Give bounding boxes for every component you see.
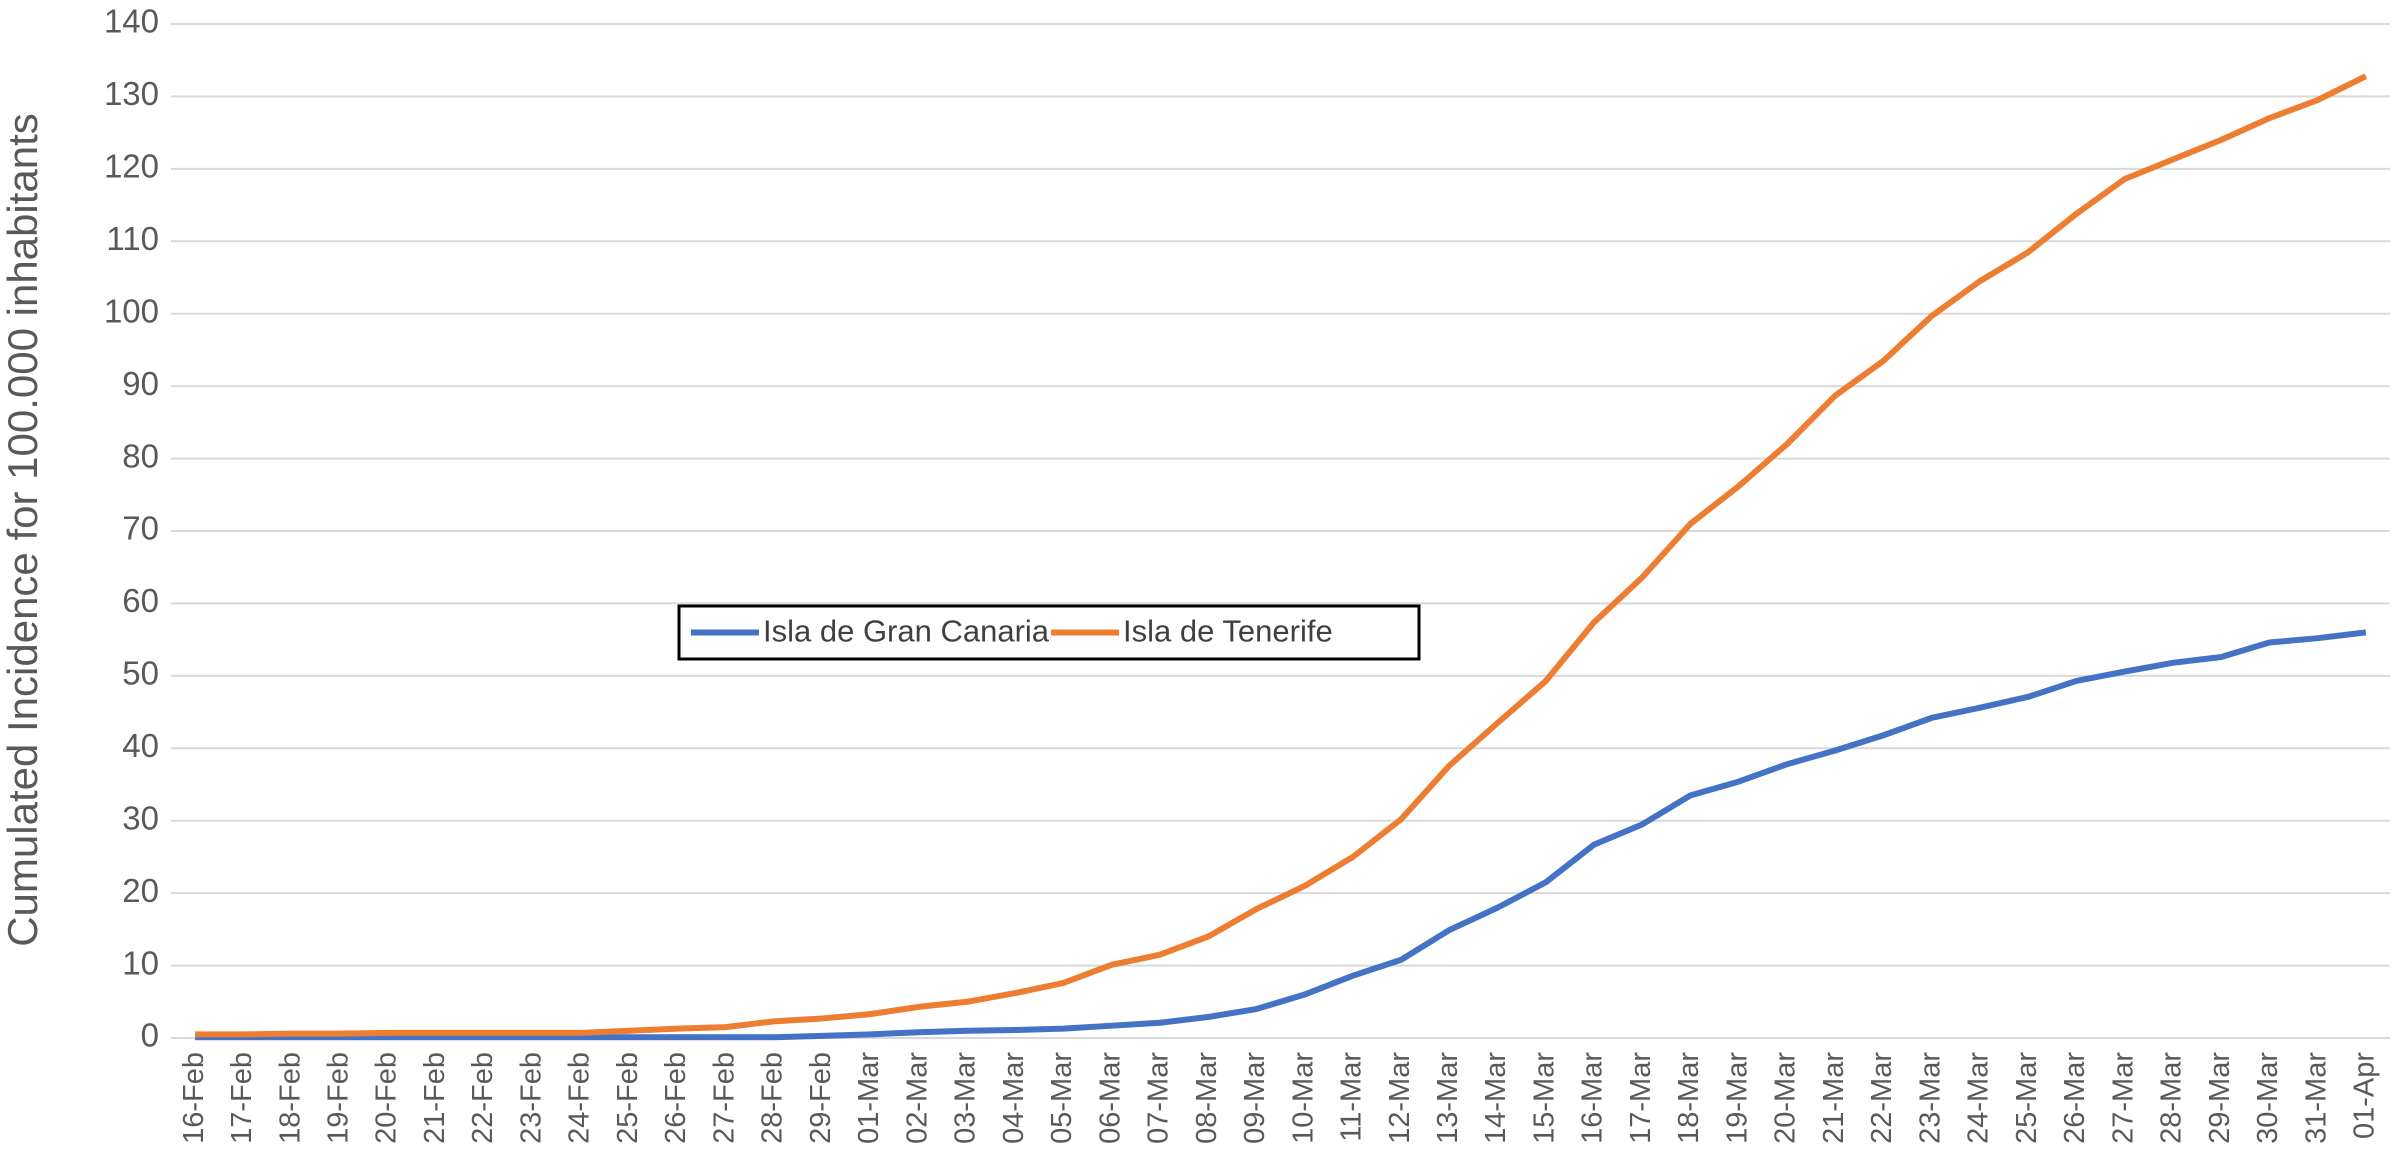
x-tick-label: 30-Mar: [2252, 1052, 2284, 1144]
x-tick-label: 29-Feb: [805, 1052, 837, 1144]
legend-box: [677, 604, 1421, 661]
x-tick-label: 07-Mar: [1143, 1052, 1175, 1144]
y-tick-label: 20: [122, 872, 159, 909]
line-series: [195, 73, 2368, 1038]
x-tick-label: 22-Feb: [467, 1052, 499, 1144]
x-tick-label: 17-Feb: [226, 1052, 258, 1144]
x-tick-label: 11-Mar: [1336, 1052, 1368, 1142]
x-tick-label: 14-Mar: [1480, 1052, 1512, 1144]
x-tick-label: 28-Mar: [2156, 1052, 2188, 1144]
y-tick-label: 110: [106, 220, 159, 257]
x-tick-label: 18-Feb: [274, 1052, 306, 1144]
x-tick-label: 16-Mar: [1577, 1052, 1609, 1144]
x-tick-label: 03-Mar: [950, 1052, 982, 1144]
y-tick-label: 80: [122, 437, 159, 474]
x-tick-label: 01-Mar: [853, 1052, 885, 1144]
x-tick-label: 13-Mar: [1432, 1052, 1464, 1144]
x-tick-label: 08-Mar: [1191, 1052, 1223, 1144]
x-tick-label: 28-Feb: [757, 1052, 789, 1144]
y-tick-label: 120: [104, 148, 159, 185]
x-tick-label: 26-Mar: [2059, 1052, 2091, 1144]
y-tick-label: 30: [122, 799, 159, 836]
x-tick-label: 21-Feb: [419, 1052, 451, 1144]
y-tick-label: 140: [104, 3, 159, 40]
x-tick-label: 27-Feb: [708, 1052, 740, 1144]
x-tick-label: 02-Mar: [901, 1052, 933, 1144]
x-tick-label: 16-Feb: [178, 1052, 210, 1144]
x-tick-label: 17-Mar: [1625, 1052, 1657, 1144]
x-tick-label: 29-Mar: [2204, 1052, 2236, 1144]
x-tick-label: 25-Feb: [612, 1052, 644, 1144]
y-tick-label: 60: [122, 582, 159, 619]
x-tick-label: 12-Mar: [1384, 1052, 1416, 1144]
line-series: [195, 629, 2367, 1041]
y-tick-label: 130: [104, 75, 159, 112]
x-tick-label: 01-Apr: [2349, 1052, 2381, 1139]
legend-label: Isla de Tenerife: [1123, 614, 1333, 649]
legend-label: Isla de Gran Canaria: [763, 614, 1050, 649]
y-tick-label: 0: [141, 1017, 159, 1054]
x-tick-label: 09-Mar: [1239, 1052, 1271, 1144]
y-tick-label: 10: [122, 944, 159, 981]
x-tick-label: 26-Feb: [660, 1052, 692, 1144]
x-tick-label: 19-Feb: [322, 1052, 354, 1144]
x-tick-label: 25-Mar: [2011, 1052, 2043, 1144]
x-tick-label: 20-Mar: [1770, 1052, 1802, 1144]
y-tick-label: 50: [122, 655, 159, 692]
x-tick-label: 21-Mar: [1818, 1052, 1850, 1144]
x-tick-label: 10-Mar: [1287, 1052, 1319, 1144]
x-tick-label: 22-Mar: [1866, 1052, 1898, 1144]
x-tick-label: 24-Feb: [564, 1052, 596, 1144]
x-tick-label: 06-Mar: [1094, 1052, 1126, 1144]
x-tick-label: 24-Mar: [1963, 1052, 1995, 1144]
x-tick-label: 31-Mar: [2300, 1052, 2332, 1144]
y-tick-label: 90: [122, 365, 159, 402]
y-tick-label: 100: [104, 292, 159, 329]
x-tick-label: 23-Feb: [515, 1052, 547, 1144]
x-tick-label: 27-Mar: [2107, 1052, 2139, 1144]
x-tick-label: 20-Feb: [371, 1052, 403, 1144]
x-tick-label: 18-Mar: [1673, 1052, 1705, 1144]
x-tick-label: 23-Mar: [1914, 1052, 1946, 1144]
x-tick-label: 04-Mar: [998, 1052, 1030, 1144]
y-axis-label: Cumulated Incidence for 100.000 inhabita…: [0, 113, 46, 947]
x-tick-label: 15-Mar: [1528, 1052, 1560, 1144]
x-tick-label: 19-Mar: [1721, 1052, 1753, 1144]
y-tick-label: 70: [122, 510, 159, 547]
y-tick-label: 40: [122, 727, 159, 764]
x-tick-label: 05-Mar: [1046, 1052, 1078, 1144]
